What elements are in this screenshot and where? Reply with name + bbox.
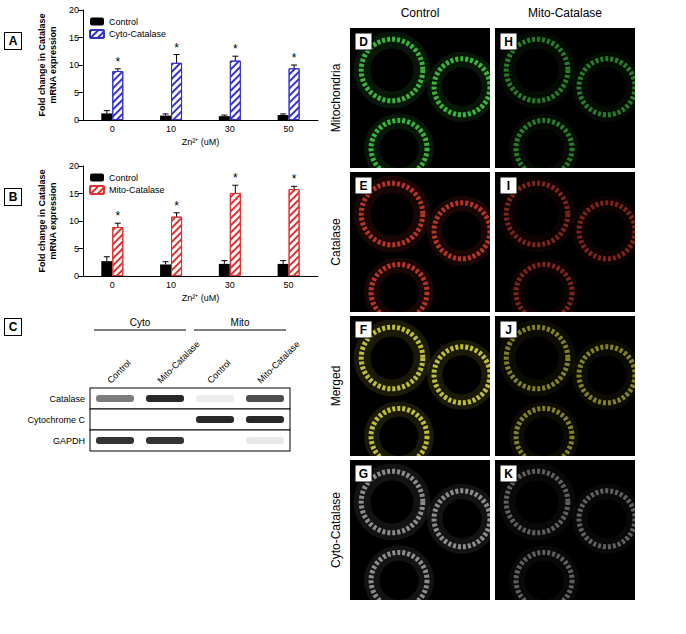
svg-text:*: * (292, 51, 297, 65)
svg-text:I: I (507, 179, 510, 193)
svg-text:Control: Control (109, 17, 138, 27)
svg-text:Zn²⁺ (uM): Zn²⁺ (uM) (182, 293, 220, 303)
svg-text:Mito-Catalase: Mito-Catalase (109, 185, 165, 195)
svg-text:G: G (359, 467, 368, 481)
svg-text:H: H (504, 35, 513, 49)
svg-text:*: * (233, 171, 238, 185)
svg-text:E: E (359, 179, 367, 193)
svg-text:Control: Control (205, 358, 233, 386)
svg-text:Cyto-Catalase: Cyto-Catalase (329, 492, 343, 568)
svg-text:Mitochondria: Mitochondria (329, 63, 343, 132)
svg-text:Control: Control (401, 6, 440, 20)
svg-text:mRNA expression: mRNA expression (48, 182, 58, 259)
svg-text:D: D (359, 35, 368, 49)
svg-text:Mito-Catalase: Mito-Catalase (528, 6, 602, 20)
svg-text:15: 15 (69, 33, 79, 43)
svg-text:0: 0 (110, 280, 115, 290)
svg-text:30: 30 (225, 280, 235, 290)
svg-text:0: 0 (74, 115, 79, 125)
html-text:B: B (8, 190, 18, 204)
svg-text:Cyto-Catalase: Cyto-Catalase (109, 29, 166, 39)
svg-text:*: * (292, 172, 297, 186)
svg-text:Catalase: Catalase (49, 394, 85, 404)
html-text:C: C (8, 320, 18, 334)
svg-text:30: 30 (225, 124, 235, 134)
svg-text:*: * (115, 55, 120, 69)
svg-text:GAPDH: GAPDH (53, 436, 85, 446)
svg-text:50: 50 (284, 280, 294, 290)
svg-text:10: 10 (69, 216, 79, 226)
svg-text:10: 10 (69, 60, 79, 70)
svg-text:15: 15 (69, 189, 79, 199)
svg-text:Fold change in Catalase: Fold change in Catalase (37, 169, 47, 272)
svg-text:Merged: Merged (329, 366, 343, 407)
svg-text:F: F (360, 323, 367, 337)
svg-text:*: * (174, 41, 179, 55)
svg-text:Mito-Catalase: Mito-Catalase (255, 339, 301, 385)
svg-text:Catalase: Catalase (329, 218, 343, 266)
svg-text:10: 10 (166, 280, 176, 290)
svg-text:J: J (505, 323, 512, 337)
svg-text:mRNA expression: mRNA expression (48, 26, 58, 103)
svg-text:0: 0 (110, 124, 115, 134)
html-text:A: A (8, 34, 18, 48)
svg-text:5: 5 (74, 244, 79, 254)
svg-text:Cyto: Cyto (130, 317, 151, 328)
svg-text:K: K (504, 467, 513, 481)
svg-text:*: * (174, 199, 179, 213)
svg-text:Mito: Mito (231, 317, 250, 328)
svg-text:*: * (115, 209, 120, 223)
svg-text:Control: Control (109, 173, 138, 183)
svg-text:Fold change in Catalase: Fold change in Catalase (37, 13, 47, 116)
svg-text:20: 20 (69, 161, 79, 171)
svg-text:10: 10 (166, 124, 176, 134)
svg-text:*: * (233, 42, 238, 56)
svg-text:Mito-Catalase: Mito-Catalase (155, 339, 201, 385)
svg-text:Cytochrome C: Cytochrome C (27, 415, 85, 425)
svg-text:50: 50 (284, 124, 294, 134)
svg-text:Control: Control (105, 358, 133, 386)
svg-text:5: 5 (74, 88, 79, 98)
svg-text:Zn²⁺ (uM): Zn²⁺ (uM) (182, 137, 220, 147)
svg-text:0: 0 (74, 271, 79, 281)
svg-text:20: 20 (69, 5, 79, 15)
